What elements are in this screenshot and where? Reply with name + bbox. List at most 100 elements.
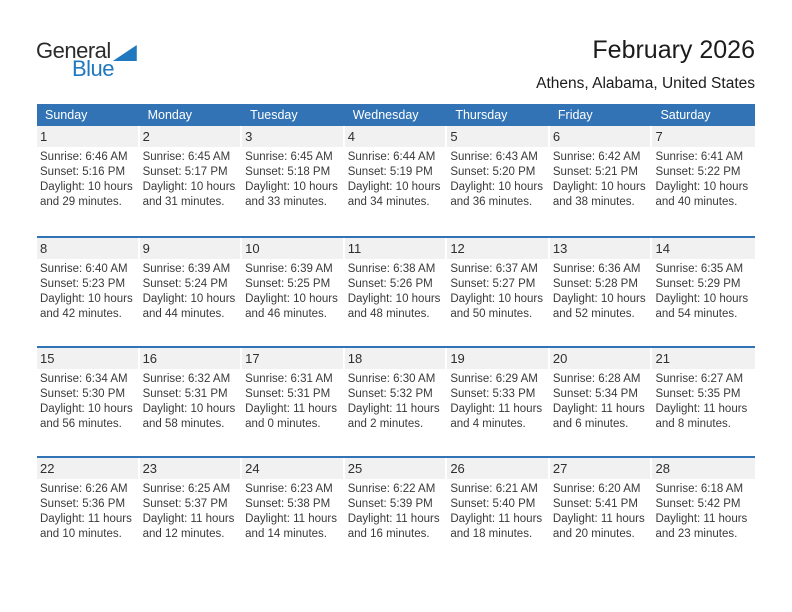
cell-details: Sunrise: 6:44 AM Sunset: 5:19 PM Daylight:… [345, 147, 448, 210]
day-number: 14 [652, 238, 756, 259]
cell-details: Sunrise: 6:20 AM Sunset: 5:41 PM Daylight:… [550, 479, 653, 542]
day-cell: 12 Sunrise: 6:37 AM Sunset: 5:27 PM Dayligh… [447, 238, 550, 346]
sunrise-text: Sunrise: 6:20 AM [552, 483, 641, 495]
day-header-wednesday: Wednesday [352, 108, 419, 122]
day-cell: 3 Sunrise: 6:45 AM Sunset: 5:18 PM Daylight… [242, 126, 345, 236]
day-number: 16 [139, 348, 241, 369]
daylight-text: Daylight: 11 hours and 10 minutes. [40, 513, 132, 540]
sunset-text: Sunset: 5:23 PM [40, 278, 126, 290]
day-cell: 7 Sunrise: 6:41 AM Sunset: 5:22 PM Daylight… [652, 126, 756, 236]
sunset-text: Sunset: 5:41 PM [552, 498, 638, 510]
day-cell: 11 Sunrise: 6:38 AM Sunset: 5:26 PM Dayligh… [344, 238, 448, 346]
sunset-text: Sunset: 5:25 PM [245, 278, 331, 290]
cell-details: Sunrise: 6:23 AM Sunset: 5:38 PM Daylight:… [242, 479, 345, 542]
cell-details: Sunrise: 6:37 AM Sunset: 5:27 PM Daylight:… [447, 259, 550, 322]
sunrise-text: Sunrise: 6:38 AM [347, 263, 436, 275]
day-cell: 4 Sunrise: 6:44 AM Sunset: 5:19 PM Daylight… [344, 126, 448, 236]
daylight-text: Daylight: 11 hours and 12 minutes. [142, 513, 235, 540]
sunrise-text: Sunrise: 6:45 AM [245, 151, 333, 163]
sunset-text: Sunset: 5:32 PM [347, 388, 433, 400]
daylight-text: Daylight: 11 hours and 8 minutes. [655, 403, 748, 430]
day-number: 19 [447, 348, 548, 369]
sunset-text: Sunset: 5:35 PM [655, 388, 741, 400]
sunset-text: Sunset: 5:17 PM [142, 166, 228, 178]
day-number: 13 [549, 238, 651, 259]
day-number: 24 [242, 458, 343, 479]
week-row: 8 Sunrise: 6:40 AM Sunset: 5:23 PM Daylight… [37, 236, 756, 346]
logo-top-row: General [36, 40, 137, 62]
sunset-text: Sunset: 5:18 PM [245, 166, 331, 178]
page-title: February 2026 [592, 36, 755, 64]
cell-details: Sunrise: 6:28 AM Sunset: 5:34 PM Daylight:… [550, 369, 653, 432]
day-cell: 20 Sunrise: 6:28 AM Sunset: 5:34 PM Dayligh… [549, 348, 653, 456]
day-number: 12 [447, 238, 548, 259]
sunrise-text: Sunrise: 6:40 AM [40, 263, 128, 275]
day-header-thursday: Thursday [455, 108, 508, 122]
sunset-text: Sunset: 5:22 PM [655, 166, 741, 178]
daylight-text: Daylight: 10 hours and 46 minutes. [245, 293, 338, 320]
sunrise-text: Sunrise: 6:35 AM [655, 263, 744, 275]
sunset-text: Sunset: 5:40 PM [450, 498, 536, 510]
logo-text-general: General [36, 38, 111, 63]
sunset-text: Sunset: 5:21 PM [552, 166, 638, 178]
title-block: February 2026 Athens, Alabama, United St… [536, 36, 755, 93]
day-number: 11 [344, 238, 446, 259]
day-cell: 2 Sunrise: 6:45 AM Sunset: 5:17 PM Daylight… [139, 126, 243, 236]
day-number: 10 [242, 238, 343, 259]
sunset-text: Sunset: 5:27 PM [450, 278, 536, 290]
cell-details: Sunrise: 6:26 AM Sunset: 5:36 PM Daylight:… [37, 479, 140, 542]
sunrise-text: Sunrise: 6:18 AM [655, 483, 744, 495]
cell-details: Sunrise: 6:27 AM Sunset: 5:35 PM Daylight:… [652, 369, 755, 432]
day-cell: 17 Sunrise: 6:31 AM Sunset: 5:31 PM Dayligh… [242, 348, 345, 456]
cell-details: Sunrise: 6:38 AM Sunset: 5:26 PM Daylight:… [345, 259, 448, 322]
daylight-text: Daylight: 10 hours and 29 minutes. [40, 181, 133, 208]
sunrise-text: Sunrise: 6:28 AM [552, 373, 641, 385]
cell-details: Sunrise: 6:31 AM Sunset: 5:31 PM Daylight:… [242, 369, 345, 432]
sunrise-text: Sunrise: 6:39 AM [245, 263, 333, 275]
day-cell: 23 Sunrise: 6:25 AM Sunset: 5:37 PM Dayligh… [139, 458, 243, 566]
daylight-text: Daylight: 10 hours and 52 minutes. [552, 293, 646, 320]
cell-details: Sunrise: 6:18 AM Sunset: 5:42 PM Daylight:… [652, 479, 755, 542]
cell-details: Sunrise: 6:45 AM Sunset: 5:17 PM Daylight:… [140, 147, 243, 210]
sunrise-text: Sunrise: 6:26 AM [40, 483, 128, 495]
calendar: Sunday Monday Tuesday Wednesday Thursday Frid… [37, 104, 756, 566]
sunrise-text: Sunrise: 6:39 AM [142, 263, 231, 275]
day-number: 7 [652, 126, 756, 147]
day-number: 22 [37, 458, 138, 479]
sunrise-text: Sunrise: 6:43 AM [450, 151, 538, 163]
day-cell: 5 Sunrise: 6:43 AM Sunset: 5:20 PM Daylight… [447, 126, 550, 236]
day-cell: 18 Sunrise: 6:30 AM Sunset: 5:32 PM Dayligh… [344, 348, 448, 456]
day-number: 3 [242, 126, 343, 147]
sunset-text: Sunset: 5:38 PM [245, 498, 331, 510]
sunrise-text: Sunrise: 6:25 AM [142, 483, 231, 495]
cell-details: Sunrise: 6:41 AM Sunset: 5:22 PM Daylight:… [652, 147, 755, 210]
daylight-text: Daylight: 10 hours and 34 minutes. [347, 181, 441, 208]
daylight-text: Daylight: 11 hours and 2 minutes. [347, 403, 440, 430]
sunset-text: Sunset: 5:39 PM [347, 498, 433, 510]
daylight-text: Daylight: 10 hours and 54 minutes. [655, 293, 749, 320]
sunset-text: Sunset: 5:20 PM [450, 166, 536, 178]
sunrise-text: Sunrise: 6:22 AM [347, 483, 436, 495]
week-row: 22 Sunrise: 6:26 AM Sunset: 5:36 PM Dayligh… [37, 456, 756, 566]
daylight-text: Daylight: 10 hours and 36 minutes. [450, 181, 544, 208]
sunrise-text: Sunrise: 6:46 AM [40, 151, 128, 163]
day-header-saturday: Saturday [660, 108, 711, 122]
day-number: 23 [139, 458, 241, 479]
sunset-text: Sunset: 5:33 PM [450, 388, 536, 400]
cell-details: Sunrise: 6:46 AM Sunset: 5:16 PM Daylight:… [37, 147, 140, 210]
sunset-text: Sunset: 5:19 PM [347, 166, 433, 178]
sunset-text: Sunset: 5:37 PM [142, 498, 228, 510]
cell-details: Sunrise: 6:39 AM Sunset: 5:24 PM Daylight:… [140, 259, 243, 322]
cell-details: Sunrise: 6:34 AM Sunset: 5:30 PM Daylight:… [37, 369, 140, 432]
sunrise-text: Sunrise: 6:37 AM [450, 263, 538, 275]
day-cell: 8 Sunrise: 6:40 AM Sunset: 5:23 PM Daylight… [37, 238, 140, 346]
daylight-text: Daylight: 10 hours and 40 minutes. [655, 181, 749, 208]
day-cell: 21 Sunrise: 6:27 AM Sunset: 5:35 PM Dayligh… [652, 348, 756, 456]
day-number: 17 [242, 348, 343, 369]
day-header-friday: Friday [557, 108, 593, 122]
daylight-text: Daylight: 11 hours and 6 minutes. [552, 403, 645, 430]
sunset-text: Sunset: 5:31 PM [142, 388, 228, 400]
cell-details: Sunrise: 6:36 AM Sunset: 5:28 PM Daylight:… [550, 259, 653, 322]
cell-details: Sunrise: 6:39 AM Sunset: 5:25 PM Daylight:… [242, 259, 345, 322]
